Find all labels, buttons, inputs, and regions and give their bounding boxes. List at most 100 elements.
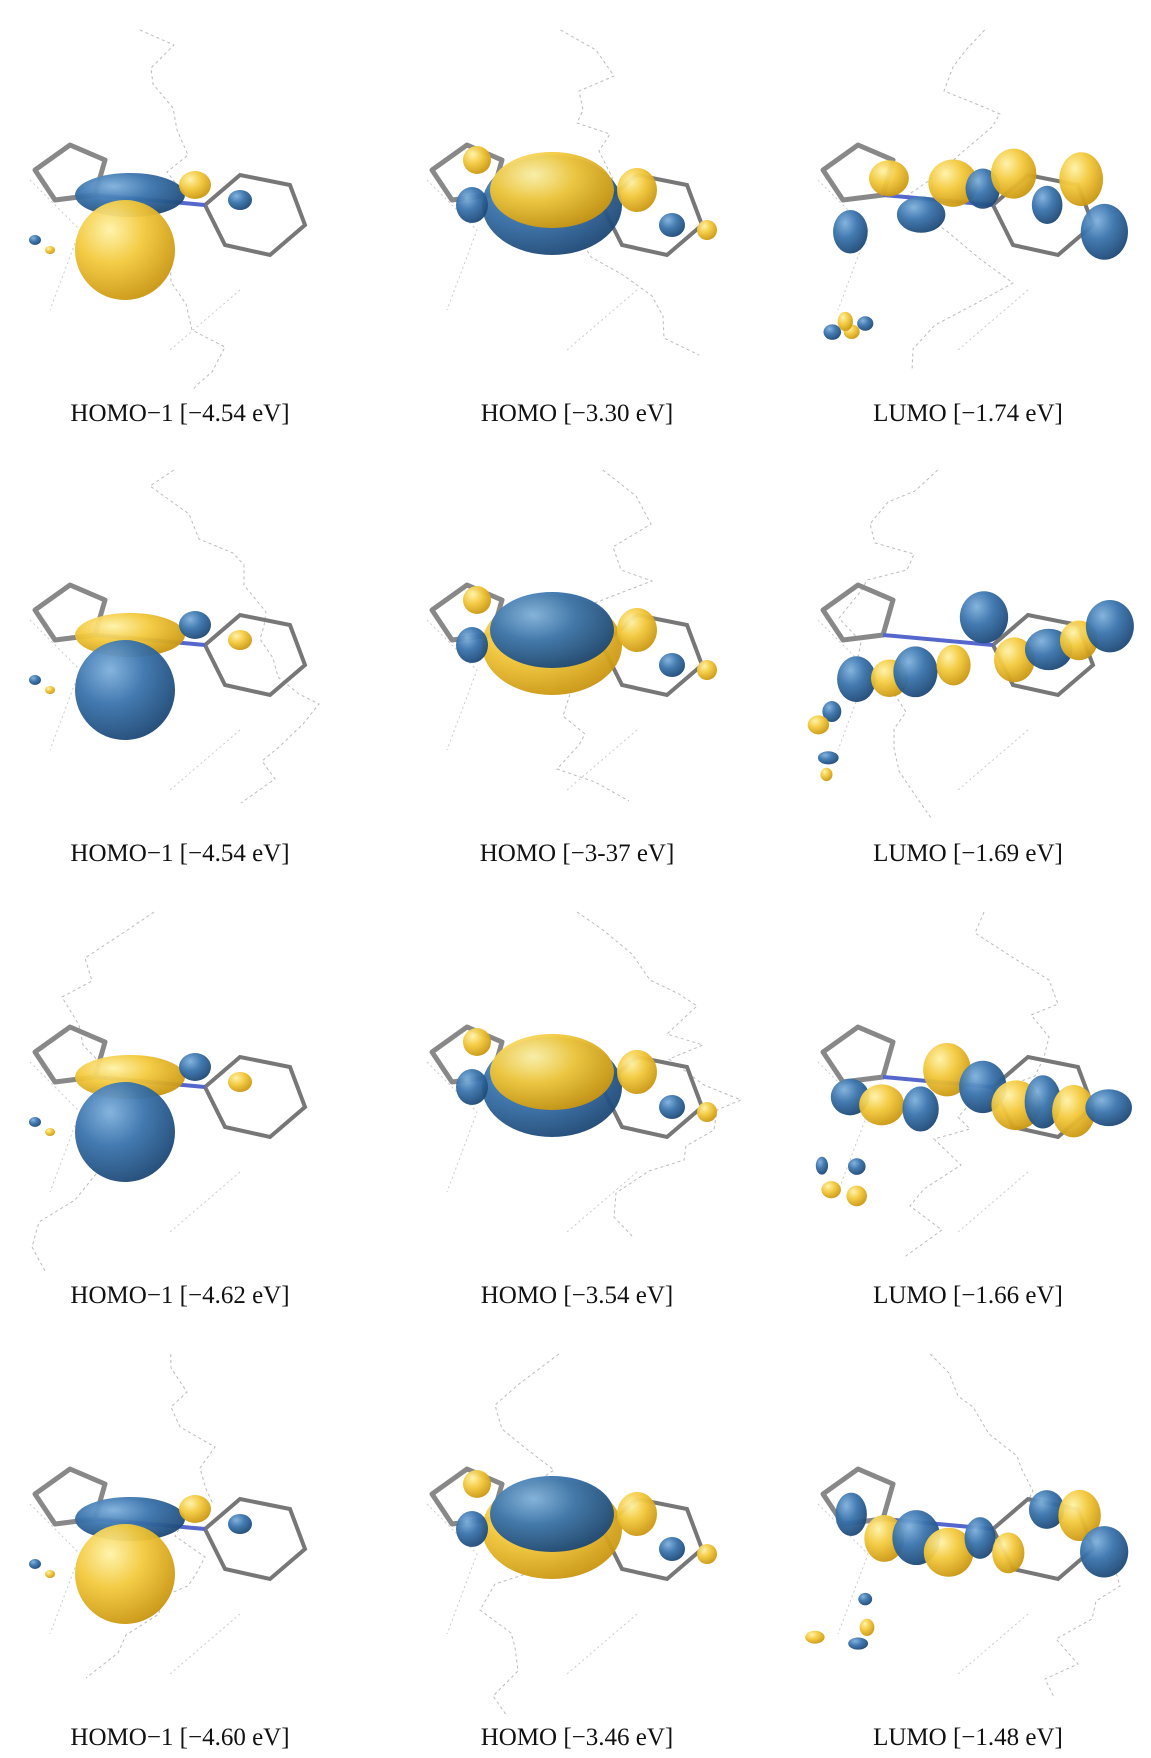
orbital-panel: HOMO [−3.54 eV]: [387, 892, 767, 1322]
lobe: [179, 1495, 211, 1523]
lobe: [75, 1524, 175, 1624]
lobe: [659, 1537, 685, 1561]
orbital-render: [0, 450, 370, 830]
orbital-render: [387, 450, 767, 830]
lobe: [29, 235, 41, 245]
lobe: [29, 1117, 41, 1127]
orbital-panel: LUMO [−1.66 eV]: [778, 892, 1151, 1322]
orbital-caption: HOMO−1 [−4.54 eV]: [0, 400, 370, 428]
lobe: [1080, 1526, 1128, 1577]
orbital-caption: LUMO [−1.69 eV]: [778, 840, 1151, 868]
lobe: [490, 592, 614, 668]
lobe: [848, 1158, 866, 1175]
orbital-caption: LUMO [−1.74 eV]: [778, 400, 1151, 428]
orbital-render: [387, 892, 767, 1272]
lobe: [697, 220, 717, 240]
orbital-caption: HOMO [−3.54 eV]: [387, 1282, 767, 1310]
ring: [823, 585, 893, 640]
lobe: [228, 630, 252, 650]
lobe: [75, 1082, 175, 1182]
lobe: [29, 675, 41, 685]
wireframe: [839, 470, 938, 818]
orbital-caption: HOMO [−3.30 eV]: [387, 400, 767, 428]
lobe: [179, 611, 211, 639]
orbital-render: [778, 10, 1151, 390]
lobe: [1086, 600, 1134, 652]
lobe: [75, 200, 175, 300]
lobe: [456, 1069, 488, 1105]
lobe: [490, 152, 614, 228]
lobe: [617, 1492, 657, 1536]
lobe: [659, 213, 685, 237]
lobe: [45, 1128, 55, 1136]
lobe: [837, 656, 876, 702]
lobe: [818, 751, 839, 764]
lobe: [846, 1186, 867, 1207]
ring: [823, 1027, 893, 1082]
lobe: [835, 1493, 866, 1536]
orbital-panel: LUMO [−1.48 eV]: [778, 1334, 1151, 1758]
lobe: [456, 1511, 488, 1547]
ring: [205, 615, 305, 695]
lobe: [456, 627, 488, 663]
orbital-render: [0, 10, 370, 390]
lobe: [821, 1181, 841, 1198]
lobe: [228, 1072, 252, 1092]
lobe: [960, 591, 1008, 643]
orbital-caption: HOMO−1 [−4.54 eV]: [0, 840, 370, 868]
lobe: [228, 190, 252, 210]
orbital-panel: HOMO−1 [−4.54 eV]: [0, 450, 370, 880]
lobe: [697, 660, 717, 680]
orbital-panel: HOMO−1 [−4.62 eV]: [0, 892, 370, 1322]
lobe: [992, 1532, 1024, 1573]
lobe: [456, 187, 488, 223]
orbital-render: [778, 892, 1151, 1272]
lobe: [659, 1095, 685, 1119]
orbital-panel: LUMO [−1.69 eV]: [778, 450, 1151, 880]
orbital-render: [0, 1334, 370, 1714]
lobe: [859, 1084, 904, 1125]
ring: [205, 175, 305, 255]
lobe: [463, 586, 491, 614]
lobe: [75, 640, 175, 740]
orbital-caption: HOMO−1 [−4.60 eV]: [0, 1724, 370, 1752]
orbital-panel: HOMO [−3-37 eV]: [387, 450, 767, 880]
orbital-caption: HOMO [−3.46 eV]: [387, 1724, 767, 1752]
lobe: [617, 608, 657, 652]
lobe: [490, 1034, 614, 1110]
lobe: [1085, 1089, 1132, 1126]
lobe: [29, 1559, 41, 1569]
orbital-panel: HOMO−1 [−4.60 eV]: [0, 1334, 370, 1758]
orbital-caption: LUMO [−1.66 eV]: [778, 1282, 1151, 1310]
lobe: [697, 1102, 717, 1122]
lobe: [833, 210, 868, 253]
lobe: [45, 246, 55, 254]
lobe: [463, 1470, 491, 1498]
orbital-render: [387, 10, 767, 390]
orbital-caption: HOMO−1 [−4.62 eV]: [0, 1282, 370, 1310]
orbital-panel: HOMO−1 [−4.54 eV]: [0, 10, 370, 440]
lobe: [991, 149, 1036, 199]
lobe: [848, 1638, 868, 1650]
lobe: [659, 653, 685, 677]
lobe: [617, 1050, 657, 1094]
lobe: [838, 312, 853, 331]
orbital-render: [387, 1334, 767, 1714]
orbital-panel: HOMO [−3.30 eV]: [387, 10, 767, 440]
lobe: [808, 715, 829, 734]
lobe: [463, 146, 491, 174]
lobe: [965, 1517, 996, 1559]
lobe: [179, 171, 211, 199]
lobe: [805, 1631, 824, 1644]
orbital-render: [778, 1334, 1151, 1714]
lobe: [820, 768, 832, 781]
lobe: [893, 646, 937, 697]
orbital-panel: LUMO [−1.74 eV]: [778, 10, 1151, 440]
lobe: [617, 168, 657, 212]
lobe: [816, 1157, 828, 1175]
lobe: [45, 686, 55, 694]
lobe: [1081, 204, 1128, 260]
lobe: [228, 1514, 252, 1534]
lobe: [857, 316, 873, 330]
ring: [205, 1057, 305, 1137]
